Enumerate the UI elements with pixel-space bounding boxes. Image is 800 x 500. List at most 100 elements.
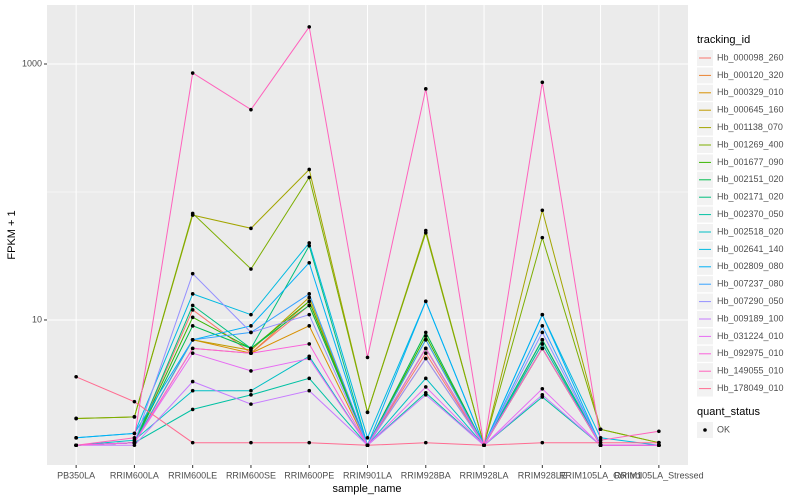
data-point	[365, 410, 370, 415]
data-point	[482, 443, 486, 448]
x-tick-label: PB350LA	[57, 470, 95, 480]
data-point	[423, 376, 428, 381]
legend-label: Hb_178049_010	[717, 383, 784, 393]
data-point	[540, 386, 545, 391]
data-point	[307, 342, 312, 346]
data-point	[132, 431, 137, 436]
y-axis-title: FPKM + 1	[6, 210, 18, 259]
y-tick-label: 1000	[22, 58, 42, 68]
data-point	[423, 330, 428, 335]
data-point	[249, 324, 253, 328]
data-point	[190, 346, 195, 351]
data-point	[423, 351, 428, 356]
data-point	[74, 443, 78, 448]
data-point	[423, 87, 428, 91]
data-point	[307, 324, 312, 328]
data-point	[423, 299, 428, 304]
data-point	[249, 351, 253, 356]
data-point	[540, 393, 545, 397]
data-point	[190, 440, 195, 445]
x-tick-label: RRIM105LA_Stressed	[614, 470, 704, 480]
x-tick-label: RRIM901LA	[343, 470, 392, 480]
legend-label: Hb_001677_090	[717, 157, 784, 167]
legend-label: Hb_031224_010	[717, 331, 784, 341]
legend-label: Hb_002809_080	[717, 261, 784, 271]
legend-label: Hb_002171_020	[717, 192, 784, 202]
data-point	[249, 369, 253, 373]
data-point	[423, 346, 428, 351]
data-point	[540, 80, 545, 85]
data-point	[249, 267, 253, 271]
legend-label: Hb_092975_010	[717, 348, 784, 358]
data-point	[190, 271, 195, 276]
data-point	[249, 388, 253, 393]
data-point	[132, 440, 137, 445]
x-tick-label: RRIM600LE	[168, 470, 217, 480]
x-tick-label: RRIM928BA	[401, 470, 451, 480]
data-point	[540, 338, 545, 342]
data-point	[307, 243, 312, 248]
data-point	[540, 312, 545, 317]
data-point	[249, 107, 253, 112]
legend-label: Hb_007237_080	[717, 279, 784, 289]
legend-label: Hb_000645_160	[717, 105, 784, 115]
legend-label: Hb_149055_010	[717, 366, 784, 376]
data-point	[307, 175, 312, 180]
data-point	[190, 71, 195, 75]
data-point	[132, 415, 137, 419]
data-point	[423, 440, 428, 445]
data-point	[190, 324, 195, 328]
data-point	[74, 416, 78, 421]
data-point	[190, 379, 195, 384]
data-point	[540, 330, 545, 335]
legend-swatch	[703, 428, 707, 432]
legend-label: Hb_001138_070	[717, 122, 783, 132]
data-point	[307, 376, 312, 381]
data-point	[423, 385, 428, 389]
data-point	[540, 208, 545, 213]
data-point	[190, 292, 195, 296]
data-point	[249, 312, 253, 317]
data-point	[423, 230, 428, 235]
data-point	[249, 346, 253, 351]
data-point	[307, 388, 312, 393]
data-point	[423, 356, 428, 361]
legend-label: Hb_002151_020	[717, 174, 784, 184]
data-point	[249, 440, 253, 445]
data-point	[132, 399, 137, 404]
data-point	[423, 393, 428, 397]
data-point	[190, 388, 195, 393]
data-point	[598, 443, 603, 448]
data-point	[365, 443, 370, 448]
data-point	[598, 427, 603, 432]
data-point	[365, 436, 370, 440]
data-point	[190, 315, 195, 320]
data-point	[74, 374, 78, 379]
data-point	[307, 312, 312, 317]
legend-label: Hb_001269_400	[717, 139, 784, 149]
data-point	[540, 346, 545, 351]
data-point	[132, 443, 137, 448]
legend-label: Hb_009189_100	[717, 313, 784, 323]
data-point	[249, 402, 253, 406]
data-point	[190, 407, 195, 412]
data-point	[423, 338, 428, 342]
x-tick-label: RRIM928LE	[518, 470, 567, 480]
legend-label: Hb_000120_320	[717, 70, 784, 80]
data-point	[657, 443, 661, 448]
x-tick-label: RRIM928LA	[460, 470, 509, 480]
data-point	[190, 303, 195, 308]
data-point	[540, 342, 545, 346]
x-axis-title: sample_name	[332, 483, 401, 495]
x-tick-label: RRIM600LA	[110, 470, 159, 480]
legend-title: tracking_id	[697, 34, 750, 46]
data-point	[423, 334, 428, 338]
legend-label: Hb_000098_260	[717, 52, 784, 62]
data-point	[307, 440, 312, 445]
data-point	[307, 356, 312, 361]
legend-label: Hb_007290_050	[717, 296, 784, 306]
data-point	[132, 436, 137, 440]
data-point	[74, 436, 78, 440]
x-tick-label: RRIM600SE	[226, 470, 276, 480]
data-point	[307, 167, 312, 172]
